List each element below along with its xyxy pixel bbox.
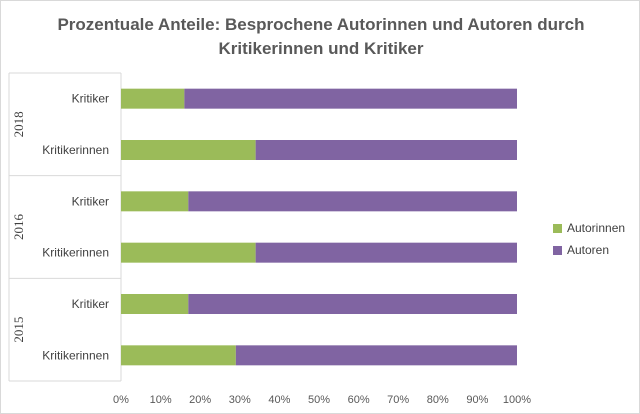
chart-title: Prozentuale Anteile: Besprochene Autorin… xyxy=(57,15,585,58)
x-tick-label: 60% xyxy=(348,394,370,406)
legend: Autorinnen Autoren xyxy=(553,217,625,261)
x-tick-label: 80% xyxy=(427,394,449,406)
bar-autorinnen-kritiker xyxy=(121,191,189,212)
x-tick-label: 10% xyxy=(150,394,172,406)
bar-autorinnen-kritikerinnen xyxy=(121,345,236,366)
x-tick-label: 30% xyxy=(229,394,251,406)
x-tick-label: 50% xyxy=(308,394,330,406)
category-label: Kritikerinnen xyxy=(42,348,109,362)
bar-autoren-kritiker xyxy=(184,88,518,109)
bar-autorinnen-kritiker xyxy=(121,294,189,314)
group-label: 2015 xyxy=(11,317,26,343)
legend-label: Autorinnen xyxy=(567,221,626,235)
category-label: Kritikerinnen xyxy=(42,246,109,260)
legend-swatch xyxy=(553,223,562,233)
bar-autoren-kritikerinnen xyxy=(255,140,517,160)
legend-item: Autoren xyxy=(553,239,625,261)
category-label: Kritiker xyxy=(72,92,109,106)
labels-layer: Kritiker Kritikerinnen Kritiker Kritikerinn… xyxy=(11,92,531,406)
bar-autoren-kritikerinnen xyxy=(235,345,517,366)
bars-layer xyxy=(121,88,518,366)
legend-swatch xyxy=(553,245,562,255)
legend-label: Autoren xyxy=(567,243,610,257)
bar-autoren-kritikerinnen xyxy=(255,242,517,263)
category-label: Kritikerinnen xyxy=(42,143,109,157)
axes-layer xyxy=(8,72,122,382)
bar-autorinnen-kritiker xyxy=(121,88,185,109)
x-tick-label: 40% xyxy=(268,394,290,406)
group-label: 2018 xyxy=(11,111,26,137)
legend-item: Autorinnen xyxy=(553,217,625,239)
x-tick-label: 0% xyxy=(113,394,129,406)
x-tick-label: 90% xyxy=(466,394,488,406)
group-label: 2016 xyxy=(11,214,26,241)
bar-autoren-kritiker xyxy=(188,191,517,212)
x-tick-label: 70% xyxy=(387,394,409,406)
category-label: Kritiker xyxy=(72,297,109,311)
bar-autorinnen-kritikerinnen xyxy=(121,242,256,263)
x-tick-label: 20% xyxy=(189,394,211,406)
category-label: Kritiker xyxy=(72,194,109,208)
bar-autorinnen-kritikerinnen xyxy=(121,140,256,160)
x-tick-label: 100% xyxy=(503,394,531,406)
bar-autoren-kritiker xyxy=(188,294,517,314)
